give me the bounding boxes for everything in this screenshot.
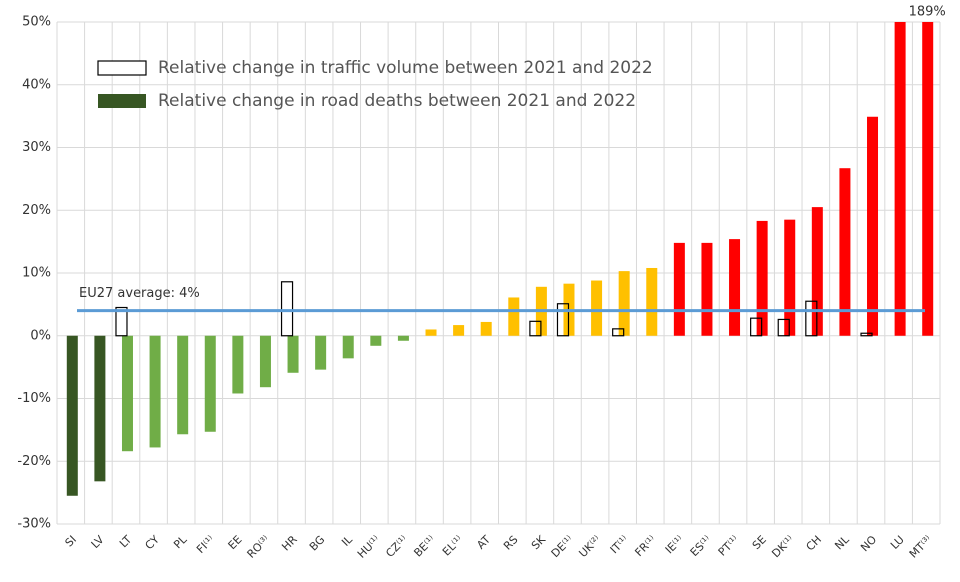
x-tick-label: LV: [89, 533, 107, 551]
x-tick-label: HR: [279, 533, 300, 554]
legend-label: Relative change in traffic volume betwee…: [158, 58, 653, 78]
bar: [177, 335, 189, 435]
x-tick-label: FI⁽¹⁾: [194, 533, 217, 556]
legend-label: Relative change in road deaths between 2…: [158, 91, 636, 111]
bar-outline: [750, 317, 763, 337]
y-tick-label: 40%: [22, 77, 51, 92]
legend-swatch: [97, 60, 147, 76]
bar: [121, 335, 133, 452]
bar: [66, 335, 78, 496]
x-tick-label: NO: [858, 533, 879, 554]
x-tick-label: EL⁽¹⁾: [440, 533, 466, 559]
bar: [287, 335, 299, 373]
bar-outline: [612, 328, 625, 337]
bar: [867, 116, 879, 336]
x-tick-label: PT⁽¹⁾: [716, 533, 742, 559]
bar: [315, 335, 327, 370]
y-tick-label: 0%: [30, 328, 51, 343]
x-tick-label: AT: [474, 533, 493, 552]
x-tick-label: RO⁽³⁾: [245, 533, 273, 561]
x-tick-label: LT: [117, 533, 134, 550]
bar: [701, 242, 713, 336]
average-label: EU27 average: 4%: [79, 286, 200, 301]
x-tick-label: CH: [804, 533, 824, 553]
bar: [591, 280, 603, 336]
bar: [342, 335, 354, 359]
bar: [756, 220, 768, 336]
bar: [480, 321, 492, 336]
bar: [839, 168, 851, 336]
bar: [425, 329, 437, 336]
bar: [646, 267, 658, 336]
bar: [811, 207, 823, 336]
x-tick-label: CY: [143, 533, 162, 552]
value-label: 189%: [909, 5, 946, 20]
x-tick-label: FR⁽¹⁾: [632, 533, 658, 559]
bar: [259, 335, 271, 388]
x-tick-label: RS: [501, 533, 521, 553]
x-tick-label: PL: [171, 532, 190, 551]
bar-outline: [860, 332, 873, 337]
y-tick-label: -30%: [17, 517, 51, 532]
bar: [397, 335, 409, 341]
x-tick-label: NL: [832, 532, 852, 552]
x-tick-label: LU: [888, 533, 907, 552]
x-tick-label: DE⁽¹⁾: [549, 533, 576, 560]
legend-swatch: [98, 94, 146, 108]
x-tick-label: UK⁽²⁾: [576, 533, 603, 560]
x-tick-label: BG: [307, 533, 327, 553]
bar: [149, 335, 161, 448]
bar: [94, 335, 106, 482]
bar-outline: [777, 318, 790, 337]
bar: [784, 219, 796, 336]
y-tick-label: -20%: [17, 454, 51, 469]
x-tick-label: HU⁽¹⁾: [355, 533, 383, 561]
bar-outline: [115, 306, 128, 337]
bar-outline: [805, 300, 818, 337]
x-tick-label: EE: [226, 533, 245, 552]
bar-outline: [529, 320, 542, 337]
x-tick-label: IL: [339, 532, 355, 548]
bar: [370, 335, 382, 346]
x-tick-label: IE⁽¹⁾: [663, 533, 687, 557]
bar: [894, 22, 906, 336]
y-tick-label: 20%: [22, 203, 51, 218]
x-tick-label: DK⁽¹⁾: [769, 533, 796, 560]
bar-outline: [280, 281, 294, 337]
bar: [204, 335, 216, 432]
bar: [232, 335, 244, 394]
bar-outline: [556, 303, 570, 337]
x-tick-label: IT⁽¹⁾: [608, 533, 631, 556]
bar: [922, 22, 934, 336]
y-tick-label: 50%: [22, 15, 51, 30]
x-tick-label: BE⁽¹⁾: [411, 533, 438, 560]
bar: [618, 271, 630, 336]
x-tick-label: SE: [750, 533, 769, 552]
x-tick-label: MT⁽³⁾: [907, 533, 935, 561]
bar: [673, 242, 685, 336]
x-tick-label: SK: [529, 532, 549, 552]
x-tick-label: SI: [63, 533, 79, 549]
y-tick-label: 30%: [22, 140, 51, 155]
x-tick-label: ES⁽¹⁾: [688, 533, 714, 559]
bar: [729, 239, 741, 336]
bar: [508, 297, 520, 336]
x-tick-label: CZ⁽¹⁾: [383, 533, 410, 560]
y-tick-label: -10%: [17, 391, 51, 406]
y-tick-label: 10%: [22, 266, 51, 281]
bar: [453, 325, 465, 336]
